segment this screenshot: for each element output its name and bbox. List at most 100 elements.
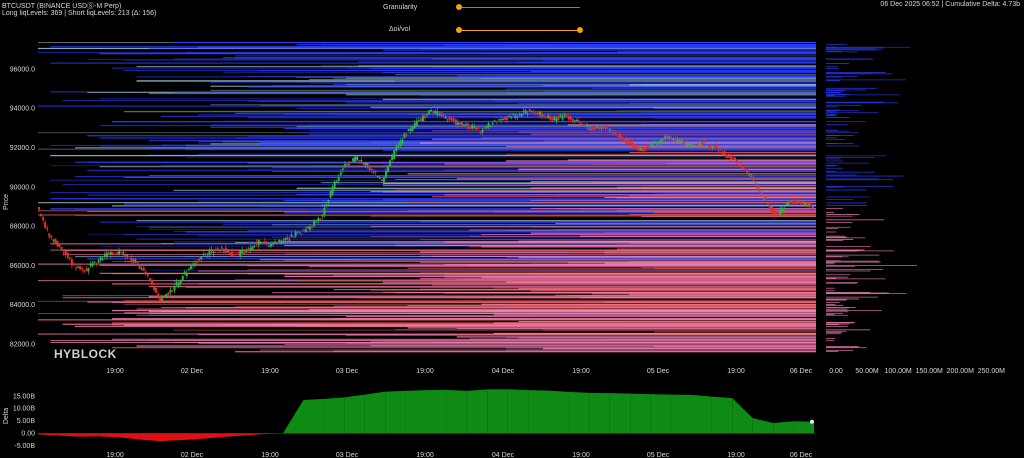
candle-body [87, 267, 90, 272]
candle-body [163, 296, 166, 298]
candle-body [485, 127, 488, 129]
candle-body [109, 251, 112, 255]
candle-body [670, 138, 673, 140]
candle-body [491, 123, 494, 125]
candle-body [397, 145, 400, 147]
candle-body [674, 137, 677, 142]
candle-body [111, 252, 114, 255]
candle-body [366, 163, 369, 166]
candle-body [582, 124, 585, 126]
candle-body [70, 259, 73, 266]
oivol-slider-knob-max[interactable] [577, 27, 583, 33]
granularity-slider-knob[interactable] [456, 4, 462, 10]
candle-body [577, 120, 580, 123]
candle-body [38, 206, 41, 210]
candle-body [584, 124, 587, 126]
time-tick-label: 03 Dec [336, 368, 359, 375]
candle-body [573, 120, 576, 122]
time-tick-label: 05 Dec [647, 368, 670, 375]
candle-body [684, 144, 687, 146]
delta-time-tick-label: 19:00 [261, 452, 279, 458]
candle-body [200, 257, 203, 260]
candle-body [259, 242, 262, 244]
candle-body [649, 143, 652, 145]
candle-body [803, 202, 806, 206]
candle-body [452, 118, 455, 121]
candle-body [191, 264, 194, 267]
delta-segment [58, 433, 79, 437]
candle-body [360, 160, 363, 162]
candle-body [655, 142, 658, 145]
candle-body [633, 144, 636, 148]
candle-body [204, 253, 207, 255]
candle-body [446, 118, 449, 121]
candle-body [148, 278, 151, 280]
candle-body [222, 249, 225, 252]
candle-body [161, 298, 164, 301]
candle-body [625, 139, 628, 143]
candle-body [74, 267, 77, 269]
candle-body [58, 243, 61, 247]
candle-body [169, 290, 172, 293]
candle-body [265, 242, 268, 245]
delta-segment [446, 389, 467, 434]
candle-body [532, 112, 535, 114]
candle-body [276, 242, 279, 244]
candle-body [274, 241, 277, 244]
candle-body [510, 116, 513, 118]
candle-body [664, 136, 667, 140]
candle-body [212, 251, 215, 253]
price-axis: 82000.0 84000.0 86000.0 88000.0 90000.0 92000… [3, 66, 35, 348]
candle-body [128, 256, 131, 258]
candle-body [501, 118, 504, 120]
candle-body [331, 186, 334, 195]
delta-segment [364, 391, 386, 434]
candle-body [89, 264, 92, 266]
candle-body [551, 118, 554, 121]
candle-body [249, 247, 252, 251]
candle-body [284, 238, 287, 241]
candle-body [302, 229, 305, 231]
candle-body [146, 273, 149, 276]
delta-time-tick-label: 19:00 [416, 452, 434, 458]
candle-body [241, 249, 244, 254]
delta-segment [303, 398, 324, 434]
candle-body [614, 132, 617, 134]
candle-body [608, 128, 611, 131]
candle-body [321, 215, 324, 217]
candle-body [362, 162, 365, 165]
candle-body [777, 215, 780, 217]
candle-body [292, 236, 295, 238]
candle-body [48, 233, 51, 237]
candle-body [631, 142, 634, 146]
candle-body [247, 248, 250, 252]
candle-body [592, 126, 595, 130]
candle-body [809, 204, 812, 207]
candle-body [553, 117, 556, 121]
candle-body [701, 142, 704, 146]
candle-body [795, 199, 798, 204]
delta-segment [99, 433, 120, 438]
candle-body [717, 150, 720, 152]
candle-body [325, 204, 328, 207]
candle-body [144, 271, 147, 274]
candle-body [711, 146, 714, 149]
volume-tick-label: 150.00M [916, 368, 943, 375]
candle-body [469, 127, 472, 129]
candle-body [518, 113, 521, 115]
candle-body [413, 123, 416, 129]
candle-body [508, 115, 511, 117]
candle-body [489, 126, 492, 128]
candle-body [245, 250, 248, 252]
oivol-slider-knob-min[interactable] [456, 27, 462, 33]
candle-body [598, 127, 601, 130]
candle-body [132, 258, 135, 263]
delta-segment [221, 433, 243, 438]
candle-body [95, 263, 98, 265]
granularity-slider-track[interactable] [460, 7, 580, 8]
volume-tick-label: 200.00M [947, 368, 974, 375]
oivol-slider-track[interactable] [460, 30, 580, 31]
candle-body [202, 253, 205, 256]
price-axis-label: Price [3, 194, 10, 210]
